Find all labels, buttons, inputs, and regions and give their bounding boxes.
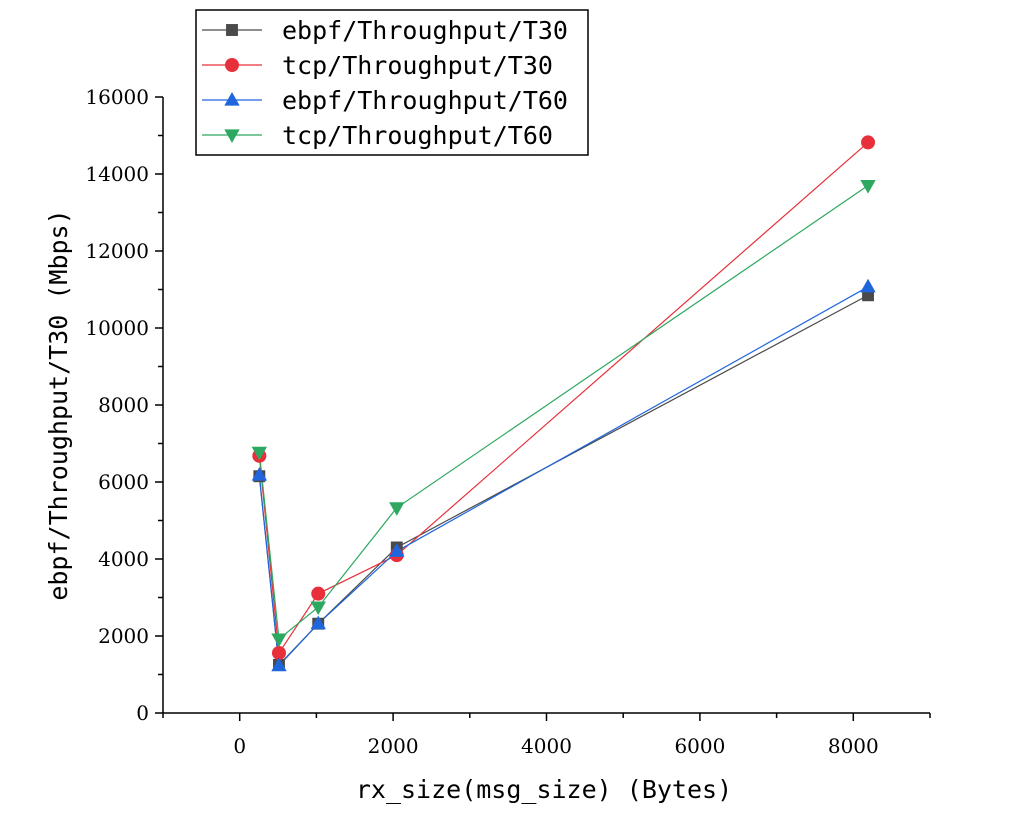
- y-tick-label: 0: [136, 701, 149, 725]
- y-tick-label: 4000: [98, 547, 149, 571]
- x-tick-label: 8000: [828, 734, 879, 758]
- data-point-triangle-down: [310, 601, 326, 616]
- data-point-triangle-up: [310, 615, 326, 630]
- data-point-triangle-up: [860, 278, 876, 293]
- data-point-square: [862, 289, 874, 302]
- y-tick-label: 16000: [85, 85, 149, 109]
- x-tick-label: 6000: [674, 734, 725, 758]
- legend-label: tcp/Throughput/T30: [282, 51, 553, 80]
- y-tick-label: 2000: [98, 624, 149, 648]
- data-point-triangle-down: [251, 446, 268, 461]
- data-point-circle: [861, 135, 876, 150]
- x-tick-label: 2000: [368, 734, 419, 758]
- y-tick-label: 8000: [98, 393, 149, 417]
- legend-box: [195, 9, 589, 156]
- legend-label: tcp/Throughput/T60: [282, 121, 553, 150]
- data-point-triangle-up: [224, 91, 240, 106]
- series-markers-4: [251, 179, 876, 648]
- data-point-circle: [271, 645, 286, 660]
- x-tick-label: 4000: [521, 734, 572, 758]
- y-tick-label: 10000: [85, 316, 149, 340]
- data-point-triangle-down: [271, 633, 287, 648]
- data-point-circle: [311, 586, 326, 601]
- legend-label: ebpf/Throughput/T60: [282, 86, 568, 115]
- series-markers-3: [251, 278, 876, 672]
- x-axis-title: rx_size(msg_size) (Bytes): [356, 775, 732, 804]
- axes: 0 2000 4000 6000 8000 10000 12000 14000 16000 0 20…: [85, 85, 931, 758]
- data-point-triangle-up: [389, 543, 405, 557]
- data-point-triangle-down: [389, 502, 405, 516]
- series-layer: [251, 135, 876, 672]
- data-point-triangle-down: [860, 179, 876, 194]
- data-point-triangle-down: [224, 129, 240, 144]
- y-axis-title: ebpf/Throughput/T30 (Mbps): [44, 209, 73, 600]
- data-point-triangle-up: [251, 467, 268, 481]
- series-line-4: [258, 185, 869, 641]
- data-point-circle: [225, 58, 239, 72]
- series-markers-1: [253, 289, 874, 671]
- y-tick-label: 12000: [85, 239, 149, 263]
- legend-label: ebpf/Throughput/T30: [282, 16, 568, 45]
- series-markers-2: [252, 135, 876, 660]
- series-line-1: [258, 294, 869, 667]
- data-point-square: [226, 24, 238, 36]
- y-tick-label: 6000: [98, 470, 149, 494]
- series-line-2: [258, 141, 869, 655]
- x-tick-label: 0: [233, 734, 246, 758]
- data-point-triangle-up: [271, 657, 287, 672]
- legend: ebpf/Throughput/T30 tcp/Throughput/T30 ebp…: [195, 9, 589, 156]
- y-tick-label: 14000: [85, 162, 149, 186]
